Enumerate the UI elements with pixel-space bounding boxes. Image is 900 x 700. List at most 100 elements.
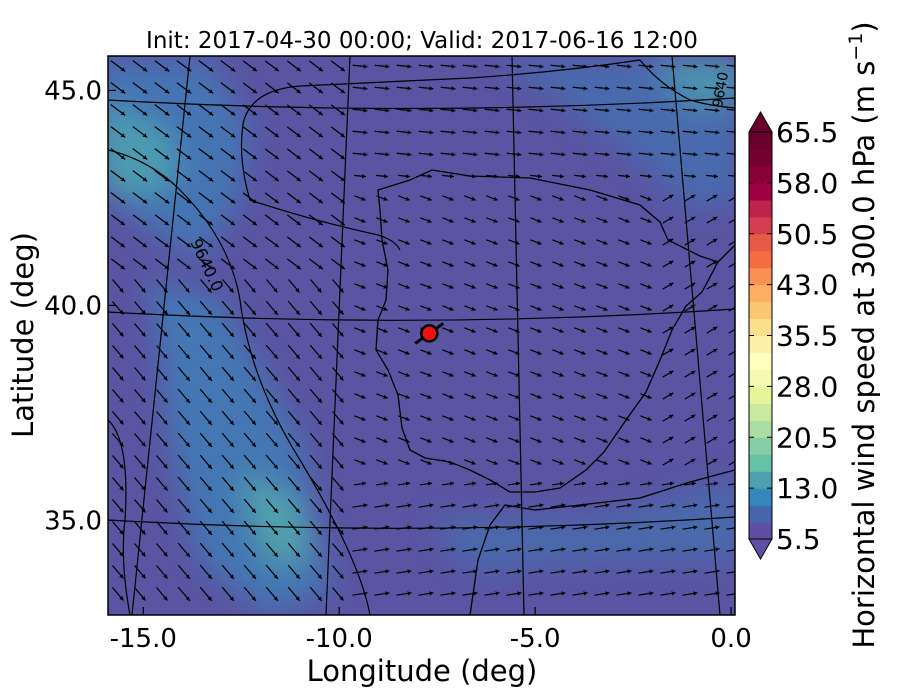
wind-arrow-head [185, 310, 190, 315]
wind-arrow-head [142, 111, 148, 116]
colorbar-tick-label: 58.0 [776, 167, 838, 200]
colorbar-band [749, 488, 772, 506]
map-frame [107, 55, 736, 616]
wind-arrow-head [668, 370, 674, 375]
wind-arrow-head [208, 111, 214, 116]
wind-arrow-head [339, 309, 344, 315]
wind-arrow-head [539, 503, 544, 508]
wind-arrow-head [471, 394, 476, 399]
y-axis-ticks: 45.0 40.0 35.0 [44, 76, 116, 536]
wind-arrow-head [671, 130, 676, 135]
wind-arrow [726, 549, 735, 552]
wind-arrow-head [647, 416, 652, 421]
wind-arrow-head [252, 110, 257, 116]
wind-arrow-head [141, 529, 146, 535]
wind-arrow-head [517, 547, 522, 552]
wind-arrow-head [668, 282, 674, 287]
wind-arrow-head [141, 353, 146, 359]
wind-arrow-head [559, 328, 564, 333]
wind-arrow-head [581, 174, 586, 179]
wind-arrow-head [295, 376, 300, 381]
wind-arrow-head [581, 438, 586, 443]
y-tick-label: 40.0 [44, 291, 102, 321]
wind-arrow-head [185, 486, 190, 491]
wind-arrow-head [559, 174, 564, 179]
wind-arrow-head [120, 111, 126, 116]
wind-arrow-head [385, 108, 390, 113]
colorbar-band [749, 148, 772, 167]
colorbar-tick-label: 13.0 [776, 472, 838, 505]
wind-arrow-head [295, 354, 300, 359]
wind-arrow-head [141, 287, 146, 293]
wind-arrow-head [625, 240, 630, 245]
wind-arrow-head [581, 481, 587, 486]
wind-arrow-head [713, 174, 718, 179]
contour-label-edge: 9640 [710, 71, 732, 109]
wind-arrow-head [185, 398, 190, 403]
wind-arrow-head [537, 372, 542, 377]
wind-arrow-head [208, 199, 214, 204]
wind-arrow-head [539, 591, 544, 596]
wind-arrow-head [451, 525, 456, 530]
wind-arrow-head [517, 130, 522, 135]
wind-arrow-head [141, 419, 146, 425]
wind-arrow-head [251, 596, 256, 601]
wind-arrow-head [427, 460, 432, 465]
wind-arrow-head [164, 133, 170, 138]
wind-arrow-head [671, 569, 676, 574]
wind-arrow-head [230, 242, 235, 248]
wind-arrow-head [339, 441, 344, 447]
wind-arrow-head [712, 392, 718, 397]
wind-arrow-head [317, 464, 322, 469]
wind-arrow-head [668, 238, 674, 243]
wind-arrow-head [186, 133, 192, 138]
wind-arrow-head [625, 394, 630, 399]
wind-arrow-head [581, 350, 586, 355]
wind-arrow-head [273, 464, 278, 469]
wind-arrow-head [449, 196, 454, 201]
wind-arrow-head [273, 552, 278, 557]
wind-arrow-head [473, 130, 478, 135]
wind-arrow-head [605, 108, 610, 113]
wind-arrow-head [561, 547, 566, 552]
wind-arrow-head [429, 569, 434, 574]
wind-arrow-head [251, 420, 256, 425]
wind-arrow-head [561, 591, 566, 596]
wind-arrow-head [649, 64, 654, 69]
wind-arrow-head [339, 419, 344, 425]
wind-arrow [726, 593, 735, 596]
wind-arrow-head [515, 306, 520, 311]
wind-arrow-head [493, 328, 498, 333]
wind-arrow-head [186, 199, 192, 204]
wind-arrow-head [163, 573, 168, 579]
wind-arrow-head [141, 375, 146, 381]
wind-arrow-head [429, 130, 434, 135]
x-axis-label: Longitude (deg) [307, 654, 538, 688]
wind-arrow-head [405, 372, 410, 377]
marker-point [420, 324, 439, 343]
wind-arrow-head [383, 218, 388, 223]
wind-arrow [726, 152, 735, 155]
wind-arrow [728, 350, 735, 356]
wind-arrow-head [208, 242, 213, 248]
wind-arrow-head [668, 392, 674, 397]
wind-arrow-head [517, 591, 522, 596]
wind-arrow-head [295, 552, 300, 557]
wind-arrow-head [493, 438, 498, 443]
wind-arrow-head [317, 596, 322, 601]
wind-arrow-head [539, 547, 544, 552]
wind-arrow-head [671, 64, 676, 69]
wind-arrow-head [451, 547, 456, 552]
wind-arrow-head [273, 442, 278, 447]
wind-arrow-head [208, 264, 213, 270]
wind-arrow-head [493, 481, 499, 486]
wind-arrow-head [690, 260, 696, 265]
wind-arrow-head [581, 262, 586, 267]
wind-arrow [728, 460, 735, 466]
wind-arrow-head [363, 152, 368, 157]
wind-arrow-head [493, 240, 498, 245]
wind-arrow-head [295, 486, 300, 491]
wind-arrow-head [627, 152, 632, 157]
wind-arrow-head [405, 481, 411, 486]
wind-arrow-head [317, 508, 322, 513]
